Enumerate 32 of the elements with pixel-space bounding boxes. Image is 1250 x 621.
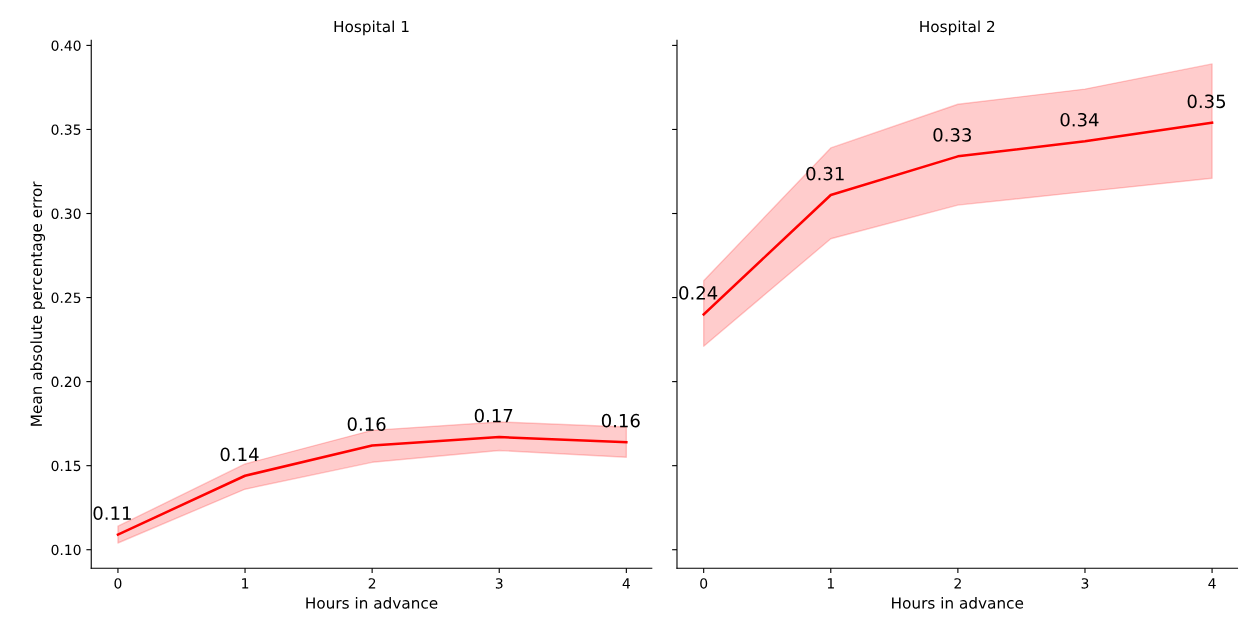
x-tick-label: 1 [242,578,249,589]
y-tick-label: 0.15 [51,460,81,472]
y-tick-label: 0.35 [51,124,81,135]
x-tick-label: 0 [114,578,122,589]
x-tick-label: 3 [1081,578,1089,589]
data-label: 0.17 [474,408,513,423]
x-tick-label: 0 [700,578,708,589]
data-label: 0.11 [93,506,131,520]
y-tick-label: 0.25 [51,292,81,304]
y-tick-label: 0.10 [51,544,81,556]
data-label: 0.14 [220,447,259,462]
y-tick-label: 0.20 [51,376,81,388]
y-tick-label: 0.30 [51,208,81,219]
chart-title: Hospital 2 [920,20,995,36]
x-tick-label: 4 [1208,578,1216,589]
data-label: 0.24 [679,286,718,300]
x-tick-label: 4 [622,578,630,589]
y-axis-title: Mean absolute percentage error [30,181,46,426]
data-label: 0.31 [806,166,844,181]
x-axis-title: Hours in advance [892,596,1024,609]
data-label: 0.33 [933,128,971,142]
data-label: 0.34 [1060,112,1099,127]
x-tick-label: 2 [368,578,376,589]
x-axis-title: Hours in advance [306,596,438,609]
y-tick-label: 0.40 [51,40,81,51]
chart-title: Hospital 1 [334,20,409,36]
x-tick-label: 1 [827,578,834,589]
data-label: 0.16 [347,417,386,431]
data-label: 0.16 [601,413,640,428]
data-label: 0.35 [1187,94,1226,109]
x-tick-label: 2 [954,578,961,589]
x-tick-label: 3 [495,578,503,589]
